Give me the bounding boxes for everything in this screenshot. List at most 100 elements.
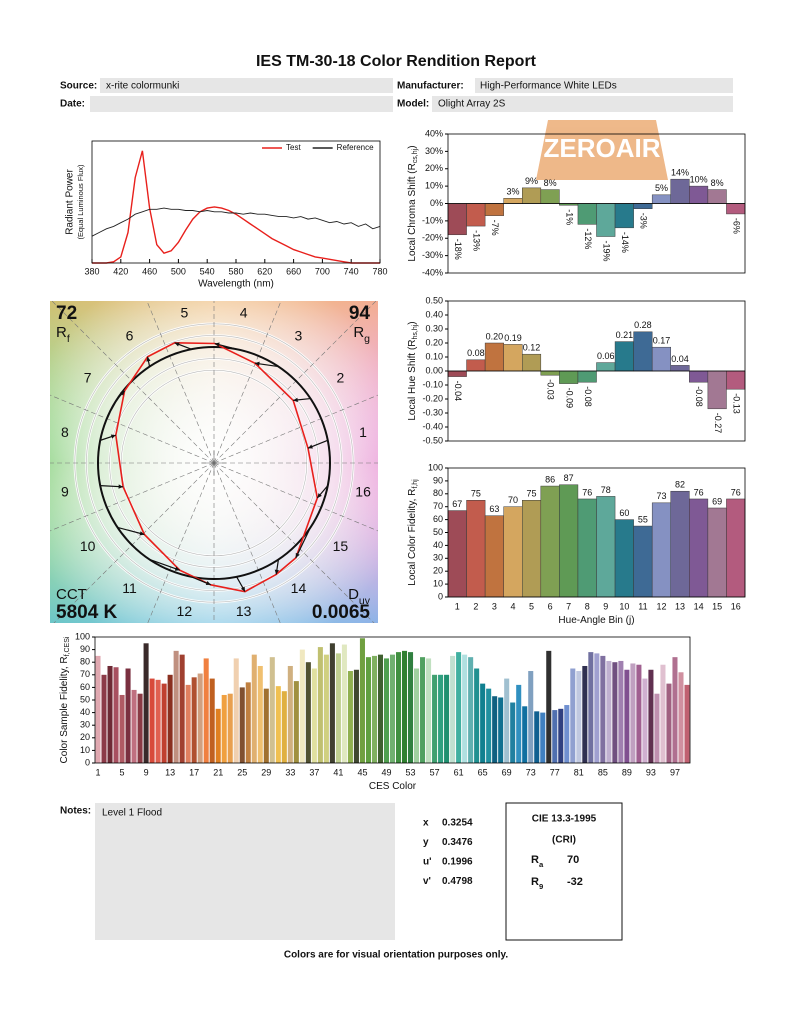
shift-arrow <box>149 558 180 571</box>
value-label: -0.09 <box>564 388 574 409</box>
x-tick-label: 7 <box>566 601 571 611</box>
bar <box>227 693 233 763</box>
bar <box>726 370 746 390</box>
bar <box>197 673 203 763</box>
y-tick-label: 10 <box>433 578 443 588</box>
y-tick-label: -0.40 <box>422 421 443 431</box>
bar <box>596 203 616 237</box>
x-tick-label: 1 <box>95 767 100 777</box>
duv-label-part: uv <box>359 595 371 607</box>
legend-label: Test <box>286 143 301 152</box>
bar <box>612 662 618 763</box>
bin-boundary <box>213 301 282 464</box>
field-box <box>100 78 393 93</box>
bar <box>651 502 671 598</box>
y-axis-label-part: Color Sample Fidelity, R <box>59 656 70 763</box>
x-tick-label: 61 <box>454 767 464 777</box>
x-tick-label: 660 <box>286 266 301 276</box>
value-label: 82 <box>675 480 685 490</box>
plot-frame <box>91 140 381 264</box>
bar <box>670 178 690 204</box>
bar <box>726 203 746 215</box>
value-label: 3% <box>506 187 519 197</box>
bin-label: 14 <box>291 580 307 596</box>
arrow-head <box>295 552 300 558</box>
y-tick-label: -0.50 <box>422 435 443 445</box>
x-tick-label: 5 <box>120 767 125 777</box>
bin-boundary <box>50 462 215 532</box>
x-tick-label: 77 <box>550 767 560 777</box>
y-tick-label: 90 <box>433 475 443 485</box>
bar <box>353 669 359 763</box>
bar <box>462 654 468 763</box>
bar <box>614 341 634 372</box>
bar <box>305 662 311 763</box>
x-axis-label: CES Color <box>369 781 417 792</box>
bar <box>269 657 275 763</box>
y-tick-label: 50 <box>433 527 443 537</box>
notes-label: Notes: <box>60 806 91 817</box>
footer: Colors are for visual orientation purpos… <box>284 950 509 961</box>
bar <box>317 647 323 763</box>
value-label: 5% <box>655 183 668 193</box>
chroma-value: 0.3254 <box>442 818 473 829</box>
bar <box>503 506 523 598</box>
duv-label: Duv <box>348 586 371 607</box>
bar <box>450 655 456 763</box>
bar <box>293 681 299 763</box>
bar <box>492 696 498 763</box>
y-axis-label-part: f,CESi <box>64 636 71 656</box>
x-tick-label: 21 <box>213 767 223 777</box>
bar <box>648 669 654 763</box>
x-tick-label: 580 <box>228 266 243 276</box>
bar <box>707 507 727 598</box>
bar <box>456 652 462 763</box>
bin-label: 2 <box>336 369 344 385</box>
arrow-head <box>274 569 280 575</box>
reference-circle <box>97 346 331 580</box>
value-label: 0.06 <box>597 351 615 361</box>
y-tick-label: 20 <box>80 732 90 742</box>
x-tick-label: 420 <box>113 266 128 276</box>
y-tick-label: -10% <box>422 215 443 225</box>
bin-boundary <box>213 301 377 464</box>
x-tick-label: 2 <box>473 601 478 611</box>
bar <box>577 370 597 383</box>
value-label: 76 <box>731 487 741 497</box>
field-box <box>90 96 393 112</box>
arrow-head <box>205 581 211 586</box>
x-tick-label: 620 <box>257 266 272 276</box>
value-label: 78 <box>601 485 611 495</box>
bar <box>466 500 486 598</box>
bar <box>119 694 125 763</box>
bar <box>503 198 523 204</box>
bar <box>624 669 630 763</box>
bar <box>707 370 727 410</box>
bin-boundary <box>50 394 215 464</box>
y-tick-label: 30 <box>80 720 90 730</box>
x-tick-label: 85 <box>598 767 608 777</box>
cri-title: CIE 13.3-1995 <box>532 814 597 825</box>
bar <box>516 684 522 763</box>
x-tick-label: 700 <box>315 266 330 276</box>
bar <box>689 370 709 383</box>
y-tick-label: 70 <box>433 501 443 511</box>
bar <box>474 668 480 763</box>
y-tick-label: -40% <box>422 267 443 277</box>
bar <box>401 650 408 763</box>
value-label: 70 <box>508 495 518 505</box>
rg-label: Rg <box>353 324 370 345</box>
bar <box>498 697 504 763</box>
value-label: 9% <box>525 176 538 186</box>
bar <box>395 652 402 763</box>
cri-symbol-part: R <box>531 876 539 888</box>
cct-value: 5804 K <box>56 602 118 623</box>
rg-label-part: g <box>364 333 370 345</box>
bar <box>447 370 467 377</box>
bar <box>540 189 560 204</box>
bar <box>642 678 648 763</box>
cri-symbol-part: a <box>539 860 544 869</box>
y-axis-label-part: f,hj <box>412 479 419 489</box>
y-tick-label: 0 <box>438 591 443 601</box>
bin-label: 12 <box>177 603 193 619</box>
